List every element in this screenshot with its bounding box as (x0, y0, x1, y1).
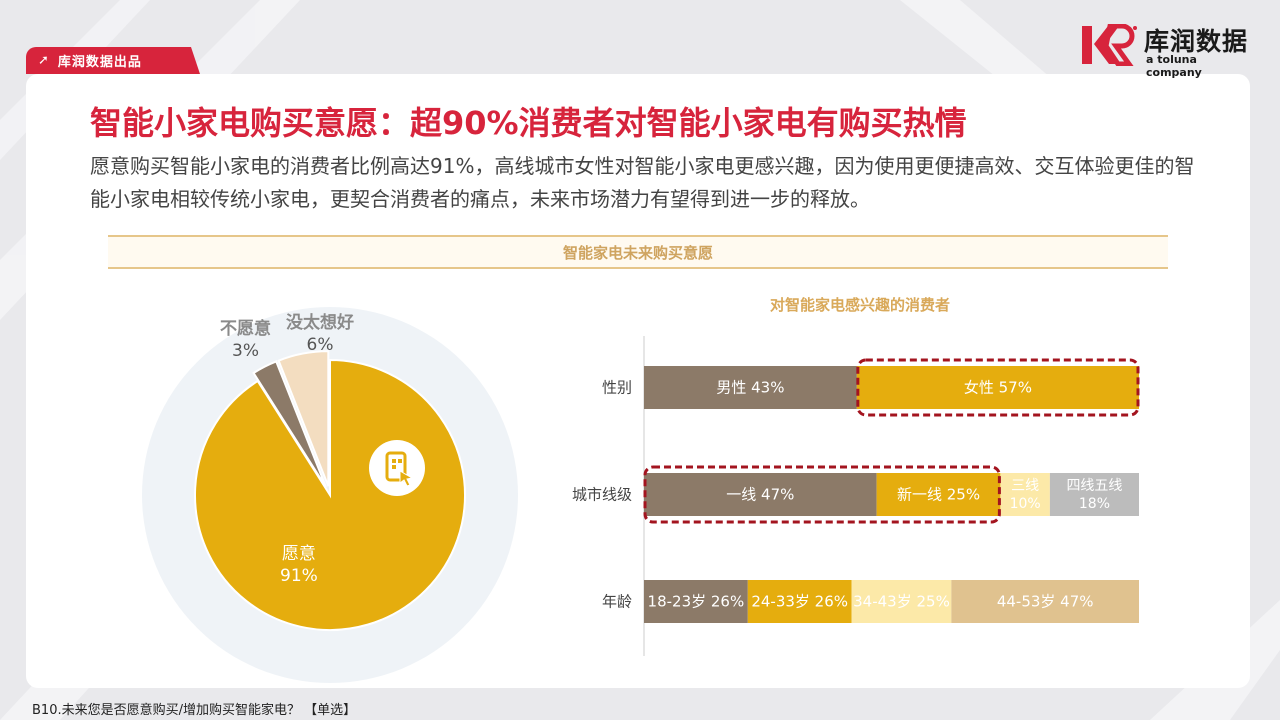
bar-segment-label: 新一线 25% (897, 486, 980, 504)
stacked-bar-chart: 性别 男性 43% 女性 57% 城市线级 一线 47% 新一线 25% 三线 10% 四线五线… (572, 336, 1140, 656)
arrow-icon: ➚ (38, 53, 50, 68)
pie-label-text: 不愿意 (220, 319, 271, 339)
bar-segment-label: 女性 57% (964, 379, 1032, 397)
pie-label-undecided: 没太想好 6% (286, 312, 354, 356)
footnote: B10.未来您是否愿意购买/增加购买智能家电？ 【单选】 (32, 703, 357, 718)
bar-segment (851, 580, 952, 623)
page-title: 智能小家电购买意愿：超90%消费者对智能小家电有购买热情 (90, 104, 967, 142)
bar-segment (644, 473, 877, 516)
pie-slice-undecided (277, 350, 330, 487)
bar-segment-label: 三线 10% (1010, 478, 1041, 512)
bar-category-label: 年龄 (602, 593, 632, 611)
brand-subtitle: a toluna company (1146, 53, 1202, 79)
pie-label-text: 没太想好 (286, 313, 354, 333)
pie-label-value: 6% (306, 335, 334, 355)
kr-logo-icon (1082, 24, 1137, 66)
bar-segment (951, 580, 1139, 623)
bar-segment-label: 44-53岁 47% (997, 593, 1094, 611)
bar-category-label: 性别 (602, 379, 632, 397)
bar-category-label: 城市线级 (572, 486, 632, 504)
bar-segment (876, 473, 1001, 516)
pie-chart: 愿意 91% 不愿意 3% 没太想好 6% (130, 295, 530, 695)
pie-label-unwilling: 不愿意 3% (220, 318, 271, 362)
pie-label-text: 愿意 (281, 544, 316, 564)
pie-label-value: 91% (280, 566, 318, 586)
bar-segment (644, 580, 748, 623)
brand-logo: 库润数据 a toluna company (1080, 22, 1255, 79)
bar-segment (747, 580, 852, 623)
bar-segment-label: 18-23岁 26% (648, 593, 745, 611)
bar-segment (1049, 473, 1139, 516)
pie-chart-svg (142, 307, 518, 683)
pie-slice-willing (194, 358, 466, 631)
bar-segment-label: 四线五线 18% (1066, 478, 1122, 512)
brand-name: 库润数据 (1144, 27, 1249, 56)
brand-tag: ➚ 库润数据出品 (26, 47, 200, 74)
bar-segment (1000, 473, 1050, 516)
bar-segment-label: 一线 47% (726, 486, 794, 504)
bar-segment-label: 34-43岁 25% (853, 593, 950, 611)
pie-label-willing: 愿意 91% (280, 543, 318, 587)
highlight-outline (856, 358, 1140, 417)
pie-slice-unwilling (252, 360, 327, 488)
page-description: 愿意购买智能小家电的消费者比例高达91%，高线城市女性对智能小家电更感兴趣，因为… (90, 154, 1195, 211)
smart-device-icon (369, 440, 425, 496)
bar-chart-title: 对智能家电感兴趣的消费者 (769, 296, 950, 314)
bar-segment (856, 366, 1139, 409)
bar-segment-label: 男性 43% (716, 379, 784, 397)
section-title: 智能家电未来购买意愿 (108, 235, 1168, 269)
bar-segment (644, 366, 857, 409)
highlight-outline (643, 465, 1001, 524)
bar-segment-label: 24-33岁 26% (751, 593, 848, 611)
pie-label-value: 3% (232, 341, 259, 361)
brand-tag-label: 库润数据出品 (57, 55, 142, 70)
